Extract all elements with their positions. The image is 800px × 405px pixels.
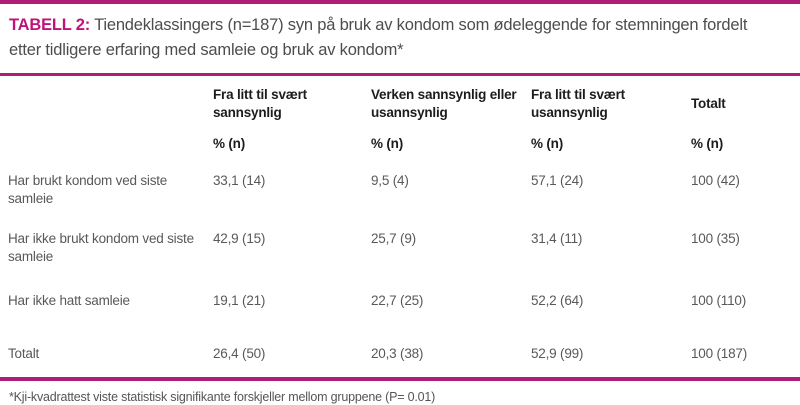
table-title-text: Tiendeklassingers (n=187) syn på bruk av… — [9, 16, 748, 59]
column-header-unlikely: Fra litt til svært usannsynlig — [531, 87, 625, 120]
cell-value: 57,1 (24) — [531, 173, 584, 188]
cell-value: 20,3 (38) — [371, 346, 424, 361]
table-row: Har brukt kondom ved siste samleie 33,1 … — [0, 172, 800, 230]
unit-row: % (n) % (n) % (n) % (n) — [0, 135, 800, 153]
header-top-rule — [0, 73, 800, 76]
table-number-label: TABELL 2: — [9, 16, 91, 34]
cell-value: 100 (42) — [691, 173, 740, 188]
unit-cell: % (n) — [213, 136, 245, 151]
column-header-neither: Verken sannsynlig eller usannsynlig — [371, 87, 517, 120]
column-header-likely: Fra litt til svært sannsynlig — [213, 87, 307, 120]
cell-value: 9,5 (4) — [371, 173, 409, 188]
cell-value: 52,9 (99) — [531, 346, 584, 361]
header-row: Fra litt til svært sannsynlig Verken san… — [0, 76, 800, 122]
cell-value: 100 (187) — [691, 346, 747, 361]
table-row: Har ikke hatt samleie 19,1 (21) 22,7 (25… — [0, 292, 800, 345]
column-header-empty — [8, 86, 213, 122]
cell-value: 31,4 (11) — [531, 231, 583, 246]
cell-value: 100 (35) — [691, 231, 740, 246]
row-label: Totalt — [8, 346, 40, 361]
row-label: Har ikke brukt kondom ved siste samleie — [8, 231, 194, 264]
cell-value: 33,1 (14) — [213, 173, 266, 188]
unit-cell: % (n) — [691, 136, 723, 151]
table-row-total: Totalt 26,4 (50) 20,3 (38) 52,9 (99) 100… — [0, 345, 800, 363]
row-label: Har ikke hatt samleie — [8, 293, 130, 308]
cell-value: 22,7 (25) — [371, 293, 424, 308]
column-header-total: Totalt — [691, 96, 726, 111]
cell-value: 42,9 (15) — [213, 231, 266, 246]
cell-value: 19,1 (21) — [213, 293, 266, 308]
unit-cell: % (n) — [531, 136, 563, 151]
footnote: *Kji-kvadrattest viste statistisk signif… — [9, 390, 436, 404]
row-label: Har brukt kondom ved siste samleie — [8, 173, 168, 206]
cell-value: 25,7 (9) — [371, 231, 416, 246]
cell-value: 52,2 (64) — [531, 293, 584, 308]
cell-value: 26,4 (50) — [213, 346, 266, 361]
unit-cell: % (n) — [371, 136, 403, 151]
table-caption: TABELL 2: Tiendeklassingers (n=187) syn … — [0, 4, 780, 73]
table-row: Har ikke brukt kondom ved siste samleie … — [0, 230, 800, 292]
top-accent-rule — [0, 0, 800, 4]
bottom-accent-rule — [0, 377, 800, 381]
cell-value: 100 (110) — [691, 293, 746, 308]
